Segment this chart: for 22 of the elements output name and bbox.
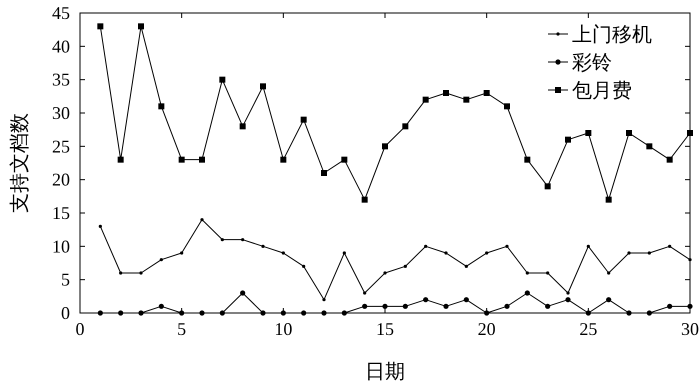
y-tick-label: 20: [52, 170, 70, 190]
y-tick-label: 35: [52, 70, 70, 90]
x-tick-label: 5: [177, 319, 186, 339]
y-tick-label: 0: [61, 303, 70, 323]
x-tick-label: 25: [579, 319, 598, 339]
x-tick-label: 15: [376, 319, 394, 339]
y-tick-label: 10: [52, 236, 70, 256]
x-tick-label: 20: [478, 319, 496, 339]
y-tick-label: 5: [61, 270, 70, 290]
y-axis-title: 支持文档数: [9, 113, 31, 213]
legend-label: 彩铃: [572, 52, 612, 74]
x-tick-label: 10: [274, 319, 292, 339]
x-tick-label: 30: [681, 319, 699, 339]
y-tick-label: 15: [52, 203, 70, 223]
x-tick-label: 0: [76, 319, 84, 339]
legend-label: 上门移机: [572, 24, 652, 46]
y-tick-label: 30: [52, 103, 70, 123]
legend-label: 包月费: [572, 80, 632, 102]
x-axis-title: 日期: [365, 361, 405, 383]
y-tick-label: 45: [52, 3, 70, 23]
y-tick-label: 25: [52, 136, 70, 156]
y-tick-label: 40: [52, 36, 70, 56]
